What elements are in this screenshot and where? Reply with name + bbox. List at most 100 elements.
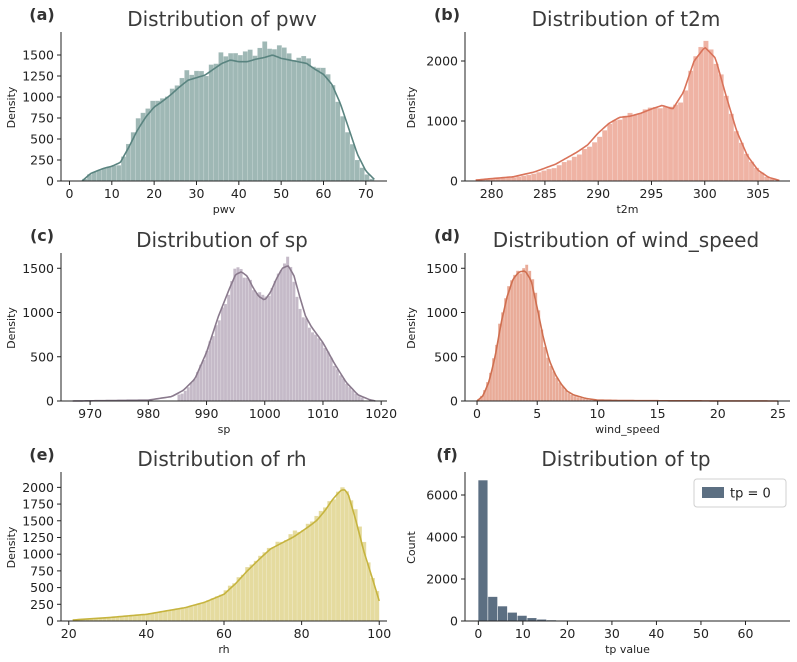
histogram-bar xyxy=(218,52,224,182)
x-tick-label: 30 xyxy=(189,186,205,201)
y-tick-label: 1500 xyxy=(22,513,54,528)
histogram-bars xyxy=(81,41,375,182)
histogram-bar xyxy=(232,583,237,622)
histogram-bar xyxy=(703,40,709,182)
histogram-bar xyxy=(313,334,318,402)
histogram-bar xyxy=(214,596,220,622)
histogram-bar xyxy=(180,393,184,402)
panel-rh: 20 40 60 80 10002505007501000125015001750200… xyxy=(5,445,391,656)
y-tick-label: 1500 xyxy=(426,261,458,276)
histogram-bar xyxy=(193,604,198,622)
histogram-bar xyxy=(677,102,684,182)
y-tick-label: 500 xyxy=(30,580,54,595)
histogram-bar xyxy=(510,176,517,182)
x-tick-label: 50 xyxy=(273,186,289,201)
histogram-bar xyxy=(202,359,206,402)
x-tick-label: 40 xyxy=(138,626,154,641)
histogram-bar xyxy=(524,264,529,402)
histogram-bar xyxy=(174,85,180,182)
histogram-bar xyxy=(257,47,263,182)
histogram-bar xyxy=(257,291,262,402)
histogram-bar xyxy=(586,146,593,182)
histogram-bar xyxy=(596,136,603,182)
histogram-bar xyxy=(164,96,171,182)
y-tick-label: 1250 xyxy=(22,530,54,545)
histogram-bar xyxy=(198,70,205,182)
histogram-bar xyxy=(652,106,659,182)
histogram-bar xyxy=(242,277,246,402)
y-tick-label: 6000 xyxy=(426,488,458,503)
histogram-bar xyxy=(262,552,268,622)
panel-label: (e) xyxy=(29,445,54,464)
histogram-bar xyxy=(145,108,151,182)
histogram-bar xyxy=(357,395,361,402)
histogram-bar xyxy=(512,274,517,402)
histogram-bar xyxy=(301,55,307,182)
x-tick-label: 10 xyxy=(589,406,605,421)
histogram-bars xyxy=(476,264,598,402)
histogram-bar xyxy=(515,270,520,402)
histogram-bar xyxy=(531,278,535,402)
y-tick-label: 0 xyxy=(450,614,458,629)
histogram-bar xyxy=(344,491,350,622)
chart-title: Distribution of rh xyxy=(137,447,306,471)
x-tick-label: 285 xyxy=(533,186,557,201)
histogram-bar xyxy=(188,606,194,622)
x-tick-label: 40 xyxy=(648,626,664,641)
chart-title: Distribution of sp xyxy=(136,228,308,252)
histogram-bar xyxy=(713,63,719,182)
histogram-bar xyxy=(488,596,498,621)
histogram-bar xyxy=(347,386,352,402)
histogram-bar xyxy=(211,335,215,402)
histogram-bar xyxy=(576,154,583,182)
histogram-bar xyxy=(541,170,547,182)
histogram-bar xyxy=(359,167,365,182)
y-tick-label: 500 xyxy=(30,132,54,147)
histogram-bar xyxy=(264,296,268,402)
y-tick-label: 0 xyxy=(46,394,54,409)
legend-swatch xyxy=(702,487,724,498)
histogram-bar xyxy=(637,113,643,182)
histogram-bar xyxy=(289,266,293,402)
histogram-bar xyxy=(591,142,598,182)
histogram-bar xyxy=(509,280,514,402)
histogram-bar xyxy=(292,530,298,622)
histogram-bar xyxy=(206,600,211,622)
histogram-bar xyxy=(282,263,287,402)
histogram-bar xyxy=(506,285,511,402)
histogram-bar xyxy=(527,270,532,402)
y-tick-label: 1000 xyxy=(22,90,54,105)
histogram-bar xyxy=(296,57,302,182)
histogram-bar xyxy=(267,295,271,402)
histogram-bar xyxy=(219,594,224,622)
histogram-bar xyxy=(527,618,537,621)
histogram-bar xyxy=(348,500,354,622)
histogram-bar xyxy=(310,332,315,402)
histogram-bar xyxy=(335,491,341,622)
x-tick-label: 25 xyxy=(770,406,786,421)
x-tick-label: 980 xyxy=(136,406,160,421)
histogram-bar xyxy=(718,74,724,182)
histogram-bar xyxy=(693,55,699,182)
histogram-bar xyxy=(210,598,216,622)
histogram-bar xyxy=(183,390,187,402)
histogram-bar xyxy=(247,49,253,182)
x-tick-label: 0 xyxy=(65,186,73,201)
histogram-bar xyxy=(189,74,195,182)
histogram-bar xyxy=(503,297,508,402)
histogram-bar xyxy=(314,515,319,622)
histogram-bar xyxy=(220,307,225,402)
histogram-bar xyxy=(285,256,290,402)
histogram-bar xyxy=(708,49,714,182)
histogram-bar xyxy=(251,289,256,402)
histogram-bar xyxy=(244,566,250,622)
x-tick-label: 970 xyxy=(78,406,102,421)
histogram-bar xyxy=(354,159,360,182)
histogram-bar xyxy=(236,576,242,622)
histogram-bar xyxy=(546,357,550,402)
histogram-bar xyxy=(558,382,562,402)
chart-title: Distribution of wind_speed xyxy=(493,228,759,252)
histogram-bar xyxy=(96,169,102,182)
histogram-bar xyxy=(728,113,734,182)
y-tick-label: 1000 xyxy=(22,547,54,562)
